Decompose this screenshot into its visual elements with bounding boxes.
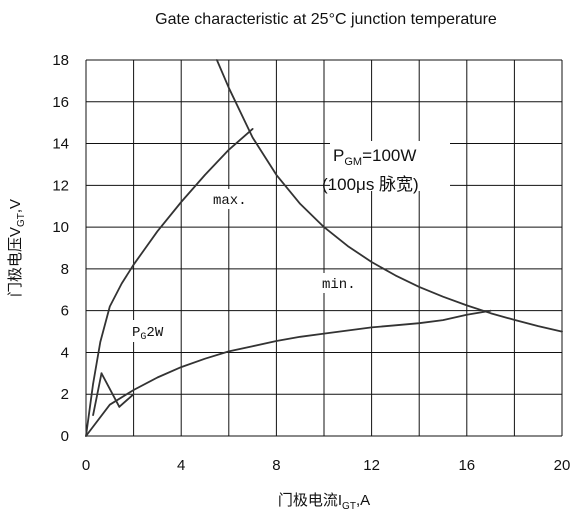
y-axis-label-main: 门极电压V xyxy=(7,227,24,297)
max-label: max. xyxy=(213,193,247,209)
x-tick-label: 0 xyxy=(82,457,90,474)
y-axis-label-sub: GT xyxy=(16,213,27,227)
series-line xyxy=(118,393,135,408)
y-tick-label: 4 xyxy=(61,344,69,361)
y-tick-labels: 0 2 4 6 8 10 12 14 16 18 xyxy=(52,52,69,445)
pg-annotation: PG2W xyxy=(132,325,164,343)
y-tick-label: 18 xyxy=(52,52,69,69)
y-tick-label: 2 xyxy=(61,386,69,403)
min-label: min. xyxy=(322,277,356,293)
pgm-annotation: PGM=100W xyxy=(333,146,416,168)
x-axis-label-sub: GT xyxy=(342,501,356,512)
y-axis-label-unit: ,V xyxy=(7,199,24,213)
x-axis-label-unit: ,A xyxy=(356,492,370,509)
series-line xyxy=(85,127,254,437)
x-tick-label: 20 xyxy=(554,457,571,474)
x-axis-label: 门极电流IGT,A xyxy=(278,492,370,512)
x-axis-label-main: 门极电流I xyxy=(278,492,342,509)
series-group xyxy=(85,59,563,437)
x-tick-label: 16 xyxy=(458,457,475,474)
y-axis-label: 门极电压VGT,V xyxy=(7,199,27,297)
x-tick-label: 4 xyxy=(177,457,185,474)
x-tick-label: 8 xyxy=(272,457,280,474)
y-tick-label: 6 xyxy=(61,303,69,320)
pg-sub: G xyxy=(140,332,146,343)
chart-title: Gate characteristic at 25°C junction tem… xyxy=(155,11,497,28)
y-tick-label: 10 xyxy=(52,219,69,236)
y-tick-label: 14 xyxy=(52,136,69,153)
min-label-background xyxy=(318,273,364,293)
y-tick-label: 0 xyxy=(61,428,69,445)
pgm-rest: =100W xyxy=(362,146,416,165)
pgm-sub: GM xyxy=(344,156,362,168)
series-line xyxy=(85,309,492,437)
series-line xyxy=(100,372,121,408)
pgm-note: (100μs 脉宽) xyxy=(322,175,419,194)
max-label-background xyxy=(209,189,255,209)
y-tick-label: 12 xyxy=(52,177,69,194)
series-line xyxy=(92,372,103,417)
y-tick-label: 8 xyxy=(61,261,69,278)
x-tick-labels: 0 4 8 12 16 20 xyxy=(82,457,571,474)
grid xyxy=(85,59,563,437)
y-tick-label: 16 xyxy=(52,94,69,111)
pg-main: P xyxy=(132,325,140,341)
pgm-label-background xyxy=(330,141,450,191)
x-tick-label: 12 xyxy=(363,457,380,474)
pg-rest: 2W xyxy=(146,325,163,341)
series-line xyxy=(215,59,563,333)
pg-label-background xyxy=(128,320,176,342)
pgm-main: P xyxy=(333,146,344,165)
